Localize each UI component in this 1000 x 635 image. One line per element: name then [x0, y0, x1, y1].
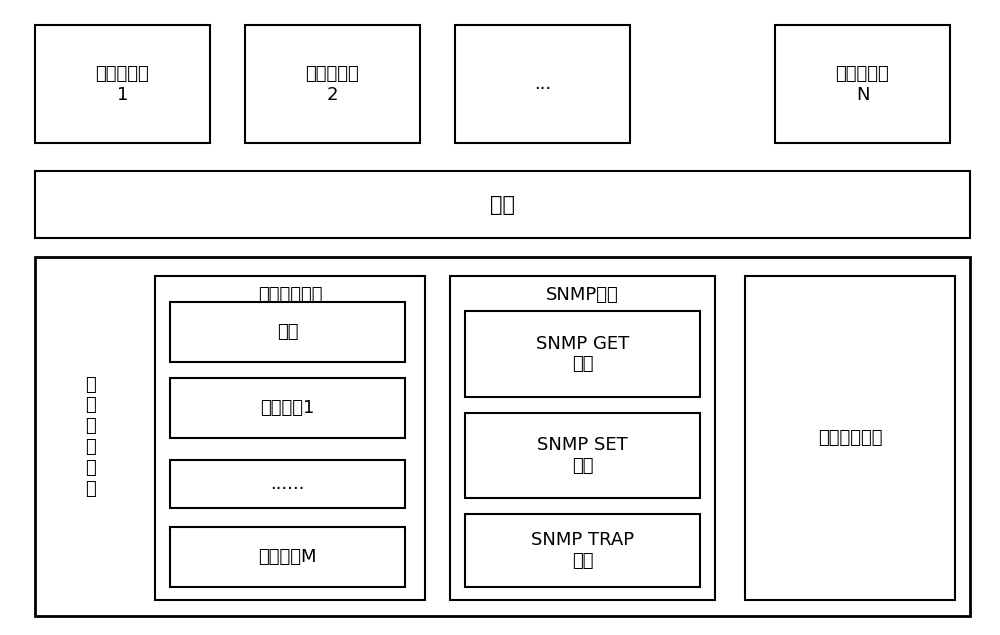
Bar	[170, 527, 405, 587]
Bar	[170, 302, 405, 362]
Text: SNMP模块: SNMP模块	[546, 286, 619, 304]
Text: ...: ...	[534, 75, 551, 93]
Bar	[775, 25, 950, 143]
Bar	[155, 276, 425, 600]
Text: 页面框架1: 页面框架1	[260, 399, 315, 417]
Text: ......: ......	[270, 475, 305, 493]
Text: 页面框架模块: 页面框架模块	[258, 286, 322, 304]
Bar	[465, 311, 700, 397]
Bar	[170, 460, 405, 508]
Text: 页面框架M: 页面框架M	[258, 548, 317, 566]
Bar	[35, 25, 210, 143]
Bar	[170, 378, 405, 438]
Bar	[450, 276, 715, 600]
Bar	[35, 257, 970, 616]
Text: SNMP SET
接口: SNMP SET 接口	[537, 436, 628, 475]
Text: 用户浏览器
2: 用户浏览器 2	[306, 65, 359, 104]
Bar	[465, 413, 700, 498]
Bar	[455, 25, 630, 143]
Text: SNMP TRAP
接口: SNMP TRAP 接口	[531, 531, 634, 570]
Text: 网络: 网络	[490, 195, 515, 215]
Bar	[245, 25, 420, 143]
Text: SNMP GET
接口: SNMP GET 接口	[536, 335, 629, 373]
Text: 用户浏览器
1: 用户浏览器 1	[96, 65, 149, 104]
Bar	[745, 276, 955, 600]
Text: 用户浏览器
N: 用户浏览器 N	[836, 65, 889, 104]
Text: 集
群
管
理
界
面: 集 群 管 理 界 面	[85, 375, 95, 498]
Bar	[465, 514, 700, 587]
Text: 数据监控模块: 数据监控模块	[818, 429, 882, 447]
Bar	[35, 171, 970, 238]
Text: 首页: 首页	[277, 323, 298, 341]
